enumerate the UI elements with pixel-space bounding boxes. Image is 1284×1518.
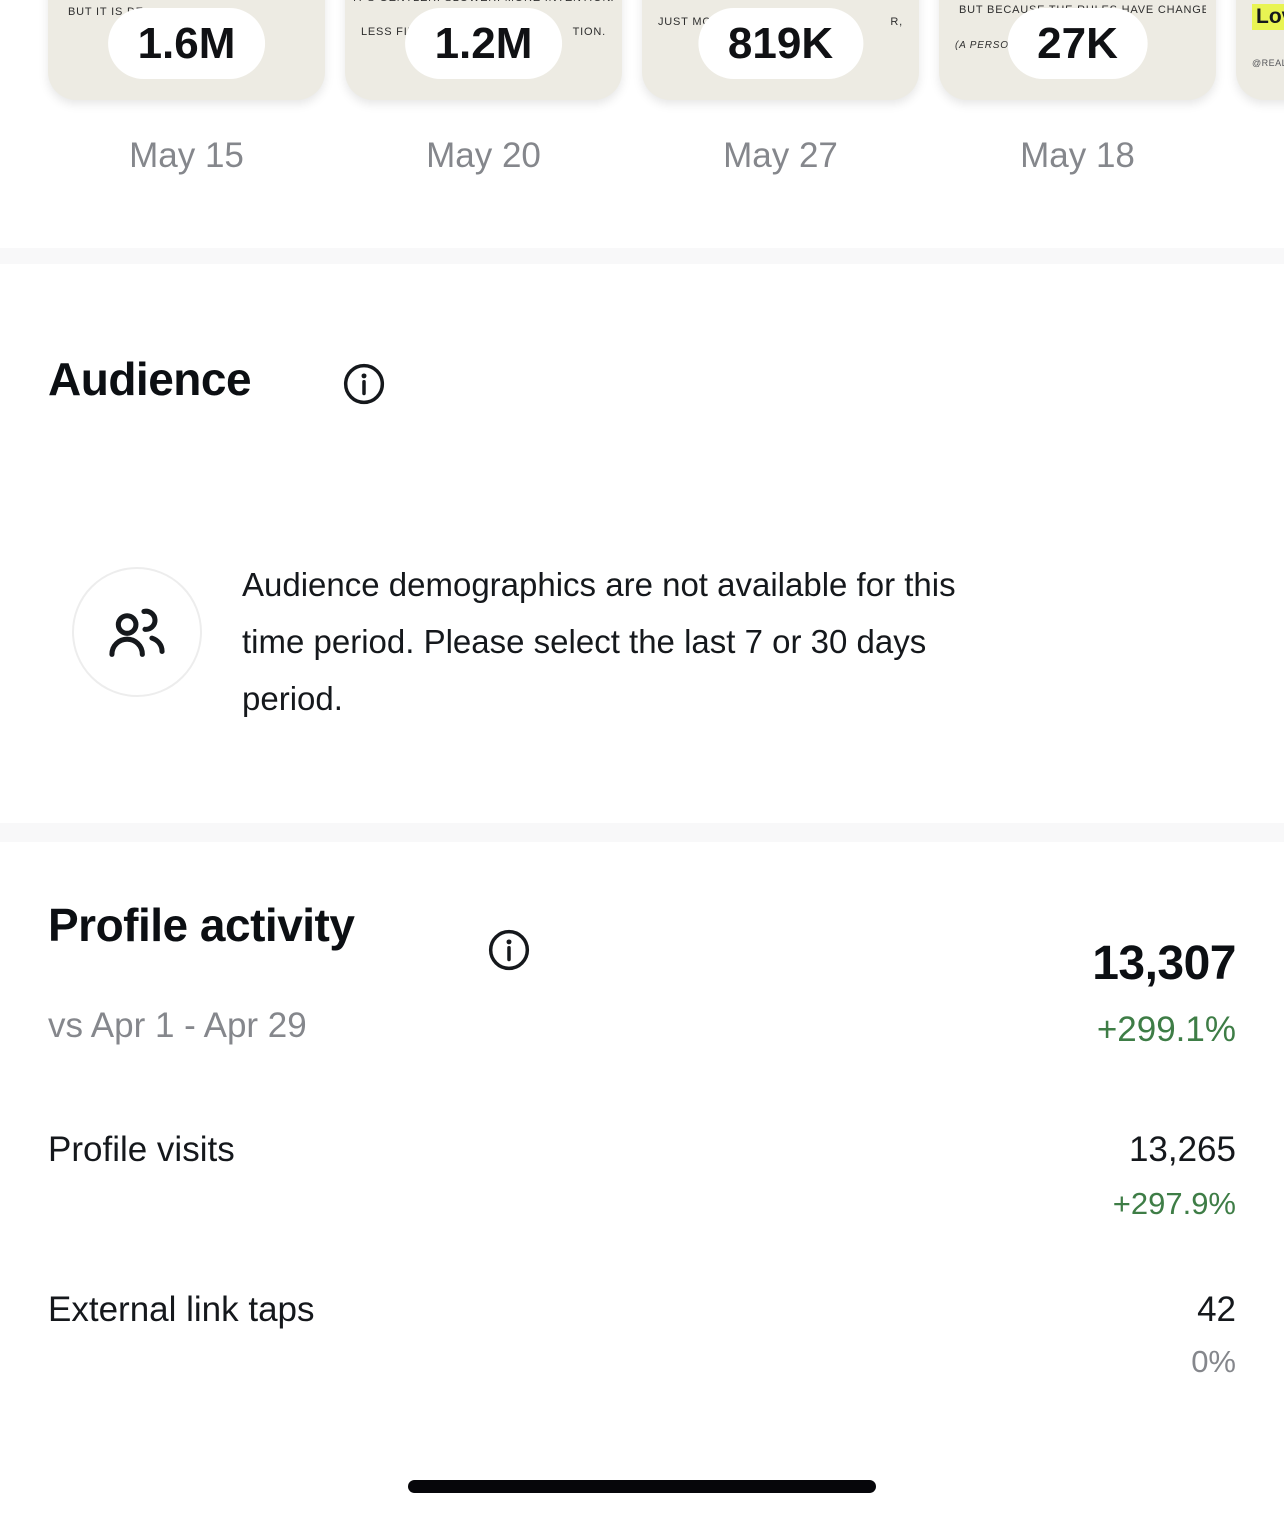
post-date: May 18 <box>1020 136 1135 175</box>
audience-empty-state-badge <box>72 567 202 697</box>
post-thumbnail-3[interactable]: JUST MOR R, 819K <box>642 0 919 100</box>
post-thumbnail-4[interactable]: BUT BECAUSE THE RULES HAVE CHANGED. (A P… <box>939 0 1216 100</box>
info-icon[interactable] <box>342 362 386 406</box>
audience-empty-message: Audience demographics are not available … <box>242 556 1112 727</box>
post-views-badge: 1.6M <box>107 8 266 79</box>
post-date: May 15 <box>129 136 244 175</box>
post-date: May 20 <box>426 136 541 175</box>
people-icon <box>109 608 165 657</box>
post-handle-text: @REALO <box>1252 58 1284 68</box>
metric-value: 13,265 <box>1128 1130 1236 1169</box>
home-indicator[interactable] <box>408 1480 876 1493</box>
section-divider <box>0 248 1284 264</box>
profile-activity-title: Profile activity <box>48 899 355 951</box>
post-caption-snippet-row: LESS FIR TION. <box>361 26 606 38</box>
post-date: May 27 <box>723 136 838 175</box>
message-line: Audience demographics are not available … <box>242 566 956 603</box>
section-divider <box>0 823 1284 842</box>
metric-change: +297.9% <box>1112 1186 1236 1221</box>
metric-label: External link taps <box>48 1290 315 1329</box>
comparison-period: vs Apr 1 - Apr 29 <box>48 1006 307 1045</box>
caption-right: TION. <box>572 26 606 38</box>
caption-left: (A PERSONA <box>955 40 1025 51</box>
post-views-badge: 27K <box>1007 8 1148 79</box>
post-caption-snippet: IT'S GENTLER. SLOWER. MORE INTENTIONAL. <box>353 0 614 4</box>
post-caption-snippet-row: (A PERSONA <box>955 40 1200 51</box>
post-thumbnail-5[interactable]: Lov @REALO <box>1236 0 1284 100</box>
message-line: time period. Please select the last 7 or… <box>242 623 927 660</box>
metric-value: 42 <box>1197 1290 1236 1329</box>
info-icon[interactable] <box>487 928 531 972</box>
message-line: period. <box>242 680 343 717</box>
caption-right: R, <box>890 16 903 28</box>
audience-title: Audience <box>48 353 252 405</box>
post-views-badge: 1.2M <box>404 8 563 79</box>
post-thumbnail-2[interactable]: IT'S GENTLER. SLOWER. MORE INTENTIONAL. … <box>345 0 622 100</box>
profile-activity-total-change: +299.1% <box>1096 1010 1236 1049</box>
metric-change: 0% <box>1191 1344 1236 1379</box>
post-thumbnail-1[interactable]: BUT IT IS DE 1.6M <box>48 0 325 100</box>
post-highlight-text: Lov <box>1252 4 1284 30</box>
profile-activity-total: 13,307 <box>1092 937 1236 990</box>
post-views-badge: 819K <box>697 8 864 79</box>
metric-label: Profile visits <box>48 1130 235 1169</box>
caption-left: LESS FIR <box>361 26 417 38</box>
